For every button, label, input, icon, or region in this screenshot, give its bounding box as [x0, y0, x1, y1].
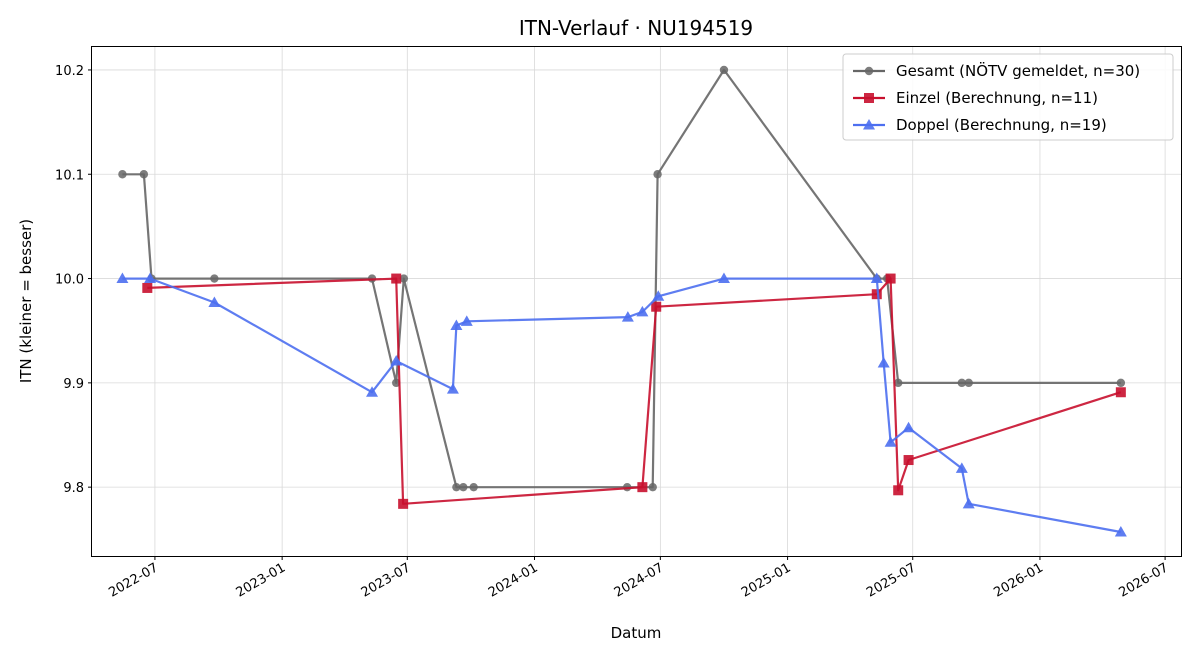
data-point: [964, 378, 973, 388]
legend-label: Gesamt (NÖTV gemeldet, n=30): [896, 61, 1140, 80]
data-point: [877, 357, 890, 368]
legend-box: [842, 53, 1174, 141]
data-point: [621, 311, 634, 322]
series-line: [147, 277, 1122, 505]
series-triangle: [116, 272, 1127, 537]
data-point: [116, 272, 129, 284]
data-point: [469, 482, 478, 492]
data-point: [637, 482, 648, 493]
series-group: [116, 65, 1127, 537]
x-axis-label: Datum: [611, 624, 662, 642]
legend-marker: [863, 119, 875, 130]
data-point: [452, 482, 461, 492]
y-axis-label: ITN (kleiner = besser): [17, 219, 35, 383]
data-point: [208, 296, 221, 308]
data-point: [884, 436, 897, 447]
chart-title: ITN-Verlauf · NU194519: [519, 16, 753, 40]
data-point: [652, 290, 665, 301]
data-point: [1116, 378, 1126, 388]
data-point: [366, 386, 379, 397]
data-point: [653, 170, 662, 179]
legend-item: Doppel (Berechnung, n=19): [853, 116, 1107, 134]
y-tick-label: 10.2: [55, 64, 84, 79]
data-point: [871, 289, 882, 300]
data-point: [446, 383, 459, 394]
data-point: [636, 305, 649, 317]
data-point: [719, 65, 729, 75]
data-point: [957, 378, 967, 388]
data-point: [651, 301, 662, 312]
plot-area-frame: [91, 46, 1182, 557]
series-line: [122, 68, 1121, 489]
data-point: [870, 272, 883, 284]
y-tick-label: 10.0: [55, 273, 84, 288]
data-point: [893, 485, 904, 496]
data-point: [459, 482, 468, 492]
data-point: [144, 272, 157, 284]
data-point: [894, 378, 903, 388]
legend-marker: [864, 66, 874, 76]
legend-label: Doppel (Berechnung, n=19): [896, 116, 1107, 134]
data-point: [648, 482, 657, 492]
data-point: [391, 273, 402, 284]
data-point: [210, 274, 219, 283]
series-square: [142, 273, 1126, 509]
data-point: [902, 421, 915, 433]
legend-label: Einzel (Berechnung, n=11): [896, 89, 1098, 107]
data-point: [1115, 387, 1126, 398]
data-point: [717, 272, 730, 284]
data-point: [885, 273, 896, 284]
data-point: [142, 282, 153, 293]
legend-marker: [864, 93, 874, 103]
data-point: [450, 319, 463, 330]
data-point: [955, 462, 968, 473]
data-point: [139, 170, 149, 179]
data-point: [903, 455, 914, 466]
y-tick-label: 9.8: [63, 481, 84, 496]
legend-item: Gesamt (NÖTV gemeldet, n=30): [853, 61, 1140, 80]
y-tick-label: 9.9: [63, 377, 84, 392]
data-point: [962, 497, 975, 509]
y-tick-label: 10.1: [55, 168, 84, 183]
legend-item: Einzel (Berechnung, n=11): [853, 89, 1098, 107]
data-point: [399, 274, 409, 283]
data-point: [390, 354, 403, 366]
legend: Gesamt (NÖTV gemeldet, n=30) Einzel (Bere…: [842, 53, 1174, 141]
data-point: [460, 315, 473, 326]
data-point: [398, 498, 409, 509]
data-point: [118, 170, 127, 179]
data-point: [1114, 526, 1127, 537]
